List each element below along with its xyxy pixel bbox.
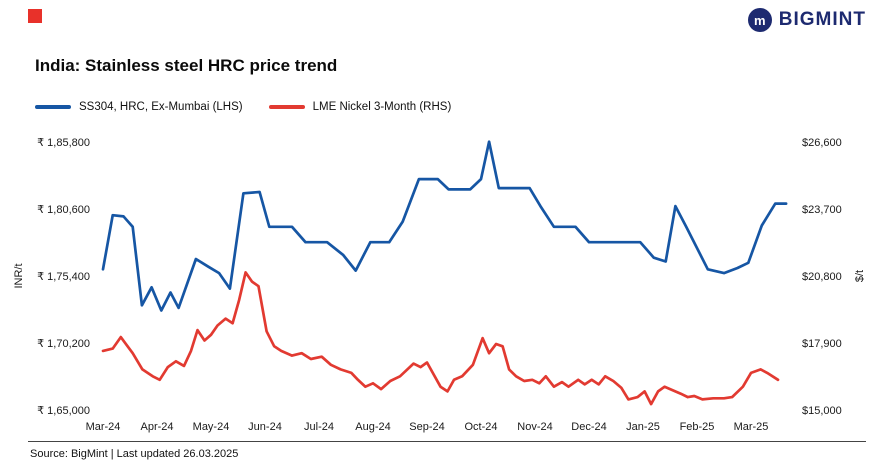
legend-label-hrc: SS304, HRC, Ex-Mumbai (LHS) xyxy=(79,101,243,113)
x-axis-tick: Sep-24 xyxy=(409,421,445,433)
y-axis-tick-left: ₹ 1,85,800 xyxy=(37,137,90,149)
x-axis-tick: Mar-25 xyxy=(733,421,769,433)
x-axis-tick: Oct-24 xyxy=(464,421,498,433)
y-axis-tick-left: ₹ 1,70,200 xyxy=(37,338,90,350)
plot-svg xyxy=(101,140,788,406)
x-axis-tick: Jan-25 xyxy=(626,421,660,433)
y-axis-tick-left: ₹ 1,65,000 xyxy=(37,405,90,417)
x-axis-tick: Jun-24 xyxy=(248,421,282,433)
footer-divider xyxy=(28,441,866,442)
legend-line-red xyxy=(268,105,305,109)
y-axis-tick-left: ₹ 1,80,600 xyxy=(37,204,90,216)
legend-label-nickel: LME Nickel 3-Month (RHS) xyxy=(312,101,452,113)
x-axis-tick: Feb-25 xyxy=(679,421,715,433)
y-axis-tick-right: $17,900 xyxy=(802,338,842,350)
bigmint-icon: m xyxy=(747,8,772,32)
chart-title: India: Stainless steel HRC price trend xyxy=(35,56,338,75)
x-axis-tick: Dec-24 xyxy=(571,421,607,433)
x-axis-tick: Jul-24 xyxy=(304,421,334,433)
x-axis-tick: Aug-24 xyxy=(355,421,391,433)
legend-item-nickel: LME Nickel 3-Month (RHS) xyxy=(268,101,452,113)
x-axis-tick: Nov-24 xyxy=(517,421,553,433)
bigmint-logo: m BIGMINT xyxy=(747,8,866,32)
legend: SS304, HRC, Ex-Mumbai (LHS) LME Nickel 3… xyxy=(35,101,451,113)
x-axis-tick: May-24 xyxy=(192,421,230,433)
legend-line-blue xyxy=(35,105,71,109)
legend-item-hrc: SS304, HRC, Ex-Mumbai (LHS) xyxy=(35,101,243,113)
source-note: Source: BigMint | Last updated 26.03.202… xyxy=(30,448,239,460)
red-square-logo xyxy=(28,9,42,23)
bigmint-icon-letter: m xyxy=(754,12,766,28)
x-axis-tick: Apr-24 xyxy=(140,421,174,433)
y-axis-tick-left: ₹ 1,75,400 xyxy=(37,271,90,283)
series-line-nickel xyxy=(101,271,780,406)
y-axis-tick-right: $20,800 xyxy=(802,271,842,283)
bigmint-logo-text: BIGMINT xyxy=(778,9,866,30)
series-line-hrc xyxy=(101,140,788,312)
y-axis-tick-right: $26,600 xyxy=(802,137,842,149)
x-axis-tick: Mar-24 xyxy=(85,421,121,433)
y-axis-tick-right: $23,700 xyxy=(802,204,842,216)
y-axis-tick-right: $15,000 xyxy=(802,405,842,417)
